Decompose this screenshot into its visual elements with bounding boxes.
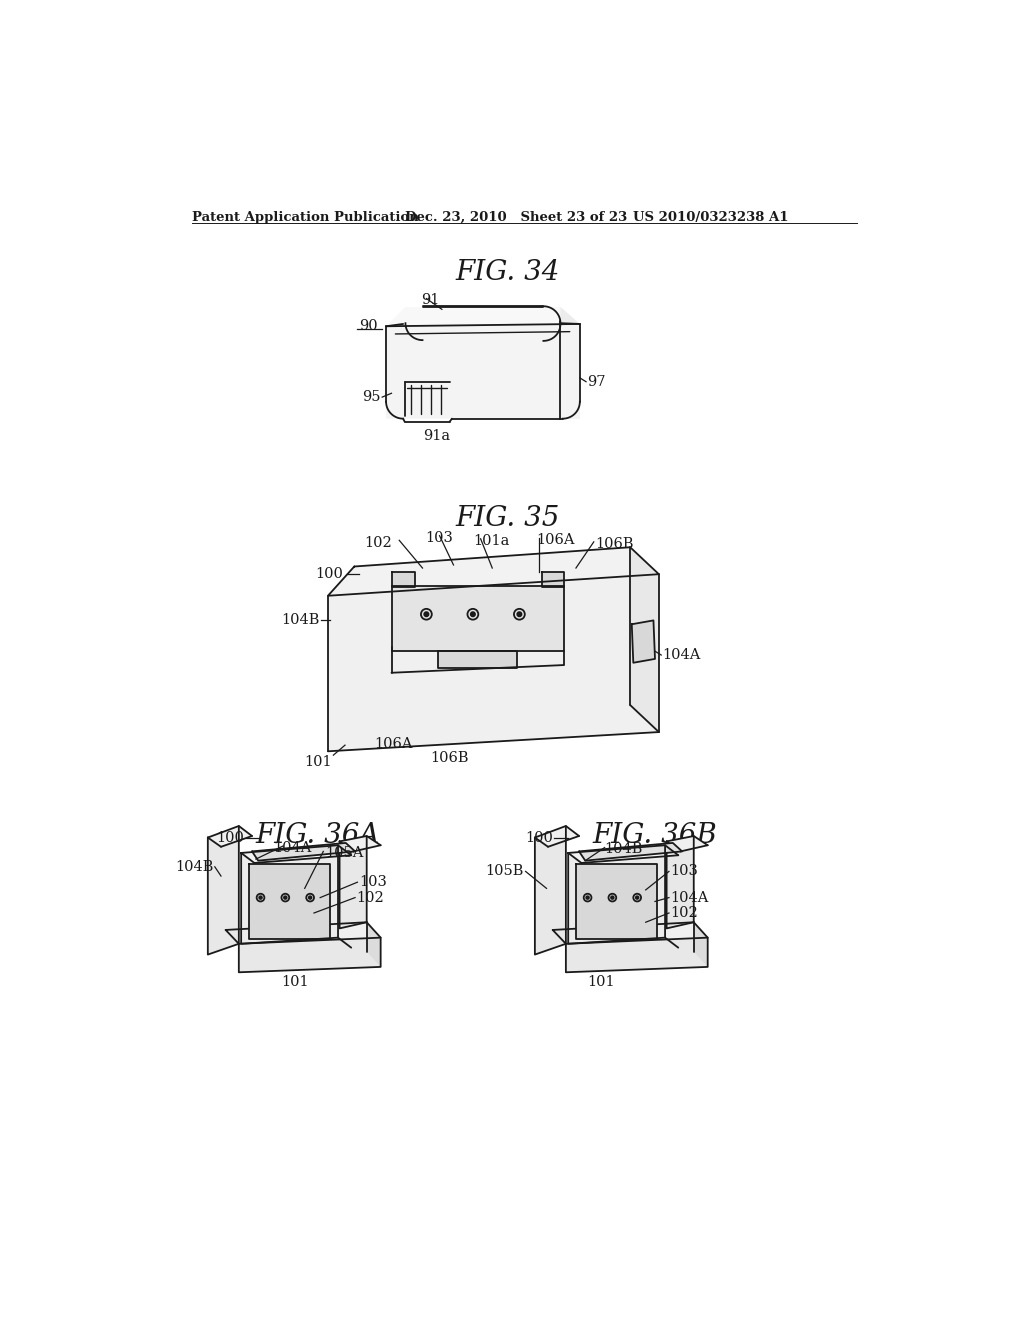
Text: 104A: 104A	[663, 648, 701, 663]
Text: 91a: 91a	[423, 429, 450, 444]
Text: 100: 100	[216, 832, 245, 845]
Text: 103: 103	[359, 875, 387, 890]
Circle shape	[424, 612, 429, 616]
Text: FIG. 34: FIG. 34	[456, 259, 560, 285]
Text: 106B: 106B	[430, 751, 469, 766]
Text: 100: 100	[315, 568, 343, 581]
Polygon shape	[566, 937, 708, 973]
Polygon shape	[575, 863, 657, 940]
Polygon shape	[630, 548, 658, 733]
Polygon shape	[553, 923, 708, 944]
Polygon shape	[568, 845, 678, 863]
Polygon shape	[542, 572, 563, 587]
Polygon shape	[239, 937, 381, 973]
Polygon shape	[535, 826, 579, 847]
Text: 104B: 104B	[281, 614, 319, 627]
Text: FIG. 35: FIG. 35	[456, 506, 560, 532]
Text: 101: 101	[304, 755, 332, 770]
Text: FIG. 36B: FIG. 36B	[593, 822, 718, 849]
Text: 104A: 104A	[273, 841, 312, 855]
Circle shape	[471, 612, 475, 616]
Text: 106A: 106A	[375, 738, 413, 751]
Polygon shape	[632, 620, 655, 663]
Text: 104B: 104B	[604, 842, 643, 857]
Polygon shape	[208, 826, 239, 954]
Text: 101: 101	[587, 974, 614, 989]
Polygon shape	[328, 574, 658, 751]
Circle shape	[259, 896, 262, 899]
Circle shape	[308, 896, 311, 899]
Text: 102: 102	[364, 536, 391, 549]
Text: 103: 103	[426, 531, 454, 545]
Text: 100: 100	[525, 832, 553, 845]
Text: 101: 101	[281, 974, 308, 989]
Polygon shape	[241, 845, 338, 944]
Polygon shape	[560, 308, 580, 418]
Polygon shape	[208, 826, 252, 847]
Text: 91: 91	[421, 293, 439, 308]
Circle shape	[636, 896, 639, 899]
Text: 101a: 101a	[473, 535, 509, 548]
Text: 95: 95	[362, 391, 381, 404]
Text: 102: 102	[356, 891, 384, 904]
Text: FIG. 36A: FIG. 36A	[256, 822, 380, 849]
Polygon shape	[328, 548, 658, 595]
Text: 106A: 106A	[537, 533, 574, 548]
Circle shape	[586, 896, 589, 899]
Text: 105B: 105B	[485, 865, 523, 878]
Text: 105A: 105A	[326, 846, 364, 861]
Text: Patent Application Publication: Patent Application Publication	[191, 211, 418, 224]
Text: 106B: 106B	[595, 537, 634, 552]
Polygon shape	[568, 845, 665, 944]
Polygon shape	[252, 843, 355, 861]
Polygon shape	[579, 843, 682, 861]
Text: 102: 102	[671, 906, 698, 920]
Circle shape	[517, 612, 521, 616]
Polygon shape	[241, 845, 351, 863]
Text: 103: 103	[671, 865, 698, 878]
Polygon shape	[667, 836, 693, 928]
Polygon shape	[386, 323, 580, 418]
Circle shape	[284, 896, 287, 899]
Polygon shape	[225, 923, 381, 944]
Polygon shape	[367, 923, 381, 966]
Polygon shape	[340, 836, 367, 928]
Polygon shape	[693, 923, 708, 966]
Text: US 2010/0323238 A1: US 2010/0323238 A1	[633, 211, 788, 224]
Polygon shape	[667, 836, 708, 851]
Text: 104B: 104B	[175, 859, 213, 874]
Polygon shape	[535, 826, 566, 954]
Polygon shape	[438, 651, 517, 668]
Polygon shape	[340, 836, 381, 851]
Polygon shape	[249, 863, 331, 940]
Text: 97: 97	[588, 375, 606, 388]
Polygon shape	[391, 572, 415, 587]
Text: 90: 90	[359, 319, 378, 333]
Polygon shape	[391, 586, 563, 651]
Text: 104A: 104A	[671, 891, 709, 904]
Polygon shape	[386, 308, 580, 326]
Circle shape	[611, 896, 614, 899]
Text: Dec. 23, 2010   Sheet 23 of 23: Dec. 23, 2010 Sheet 23 of 23	[406, 211, 628, 224]
